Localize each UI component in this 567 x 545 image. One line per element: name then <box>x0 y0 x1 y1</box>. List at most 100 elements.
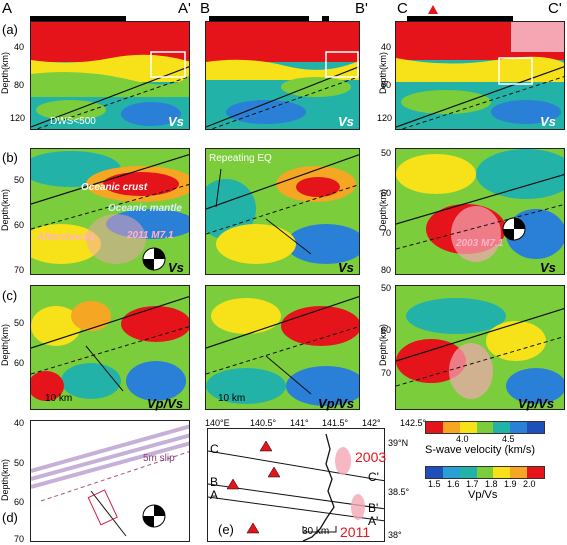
vs-label-b3: Vs <box>540 260 556 275</box>
profile-label-b: B <box>200 0 211 17</box>
tick-b3-60: 60 <box>381 188 392 198</box>
lat-tick-1: 38.5° <box>388 487 410 497</box>
ylabel-b1: Depth(km) <box>0 188 11 232</box>
dws-label: DWS<500 <box>50 116 96 127</box>
tick-b1-70: 70 <box>14 265 25 275</box>
map-label-a: A <box>210 488 219 502</box>
vs-color-5 <box>510 422 528 433</box>
vpvs-label-c3: Vp/Vs <box>518 396 555 411</box>
profile-label-a: A <box>2 0 13 17</box>
vs-color-4 <box>493 422 511 433</box>
tick-b1-50: 50 <box>14 175 25 185</box>
panel-a-C <box>395 21 565 130</box>
tick-d-40: 40 <box>14 418 25 428</box>
tick-a1-120: 120 <box>10 113 26 123</box>
panel-b-C <box>395 148 565 275</box>
land-bar-c <box>407 16 513 21</box>
vpvs-color-0 <box>426 467 443 478</box>
panel-e-map <box>207 428 385 542</box>
volcano-icon <box>428 5 438 14</box>
vpvs-label-c2: Vp/Vs <box>318 396 355 411</box>
tick-b3-50: 50 <box>381 148 392 158</box>
tick-b3-70: 70 <box>381 228 392 238</box>
scale-label-c1: 10 km <box>45 393 73 404</box>
vs-label-a2: Vs <box>338 114 354 129</box>
panel-d <box>30 420 190 542</box>
m2011-label: 2011 M7.1 <box>127 230 174 241</box>
vpvs-color-5 <box>510 467 528 478</box>
profile-label-a-prime: A' <box>178 0 191 17</box>
panel-a-B <box>205 21 360 130</box>
vs-colorbar <box>425 421 545 434</box>
vs-label-b2: Vs <box>338 260 354 275</box>
panel-c-C <box>395 285 565 410</box>
repeating-eq-label: Repeating EQ <box>209 153 272 164</box>
map-scale-label: 30 km <box>302 526 330 537</box>
lon-tick-2: 141° <box>290 418 309 428</box>
tick-a3-120: 120 <box>377 113 393 123</box>
year-2003-label: 2003 <box>355 449 387 465</box>
vpvs-color-6 <box>527 467 545 478</box>
ylabel-d: Depth(km) <box>0 458 11 502</box>
tick-d-50: 50 <box>14 458 25 468</box>
map-label-c-prime: C' <box>368 470 379 484</box>
panel-c-B <box>205 285 360 410</box>
lon-tick-3: 141.5° <box>322 418 349 428</box>
ylabel-c1: Depth(km) <box>0 323 11 367</box>
panel-c-A <box>30 285 190 410</box>
tick-c3-50: 50 <box>381 283 392 293</box>
lon-tick-4: 142° <box>362 418 381 428</box>
lat-tick-2: 38° <box>388 530 402 540</box>
profile-label-c-prime: C' <box>548 0 562 17</box>
year-2011-label: 2011 <box>340 524 371 540</box>
row-label-e: (e) <box>218 522 234 537</box>
vs-color-3 <box>476 422 494 433</box>
scale-label-c2: 10 km <box>218 393 246 404</box>
tick-c1-50: 50 <box>14 318 25 328</box>
vs-label-a3: Vs <box>540 114 556 129</box>
island-bar-b <box>322 16 329 21</box>
vs-tick-45: 4.5 <box>502 434 515 444</box>
vpvs-colorbar <box>425 466 545 479</box>
tick-c3-70: 70 <box>381 368 392 378</box>
profile-label-c: C <box>397 0 408 17</box>
map-label-b: B <box>210 475 219 489</box>
vpvs-tick-16: 1.6 <box>447 479 460 489</box>
vs-label-b1: Vs <box>168 260 184 275</box>
vpvs-tick-17: 1.7 <box>466 479 479 489</box>
vpvs-tick-15: 1.5 <box>428 479 441 489</box>
oceanic-mantle-label: Oceanic mantle <box>108 203 182 214</box>
lon-tick-1: 140.5° <box>250 418 277 428</box>
vpvs-tick-18: 1.8 <box>485 479 498 489</box>
lon-tick-0: 140°E <box>205 418 230 428</box>
row-label-d: (d) <box>2 510 18 525</box>
lon-tick-5: 142.5° <box>400 418 427 428</box>
tick-a3-40: 40 <box>381 42 392 52</box>
ylabel-a1: Depth(km) <box>0 51 11 95</box>
panel-b-B <box>205 148 360 275</box>
vs-color-1 <box>442 422 460 433</box>
vpvs-color-2 <box>459 467 477 478</box>
vs-color-2 <box>459 422 477 433</box>
row-label-b: (b) <box>2 150 18 165</box>
vs-color-6 <box>527 422 545 433</box>
map-label-a-prime: A' <box>368 514 379 528</box>
slip-label: 5m slip <box>143 453 175 464</box>
vpvs-color-3 <box>476 467 494 478</box>
m2003-label: 2003 M7.1 <box>456 238 504 249</box>
tick-d-70: 70 <box>14 534 25 544</box>
land-bar-b <box>209 16 309 21</box>
tick-d-60: 60 <box>14 497 25 507</box>
profile-label-b-prime: B' <box>355 0 368 17</box>
row-label-a: (a) <box>2 22 18 37</box>
vs-tick-40: 4.0 <box>456 434 469 444</box>
tick-a3-80: 80 <box>381 80 392 90</box>
tick-c1-60: 60 <box>14 358 25 368</box>
panel-a-A <box>30 21 190 130</box>
tick-a1-80: 80 <box>14 80 25 90</box>
oceanic-crust-label: Oceanic crust <box>81 182 148 193</box>
panel-b-A <box>30 148 190 275</box>
vpvs-tick-19: 1.9 <box>504 479 517 489</box>
vpvs-legend-label: Vp/Vs <box>468 489 498 501</box>
vpvs-label-c1: Vp/Vs <box>147 396 184 411</box>
